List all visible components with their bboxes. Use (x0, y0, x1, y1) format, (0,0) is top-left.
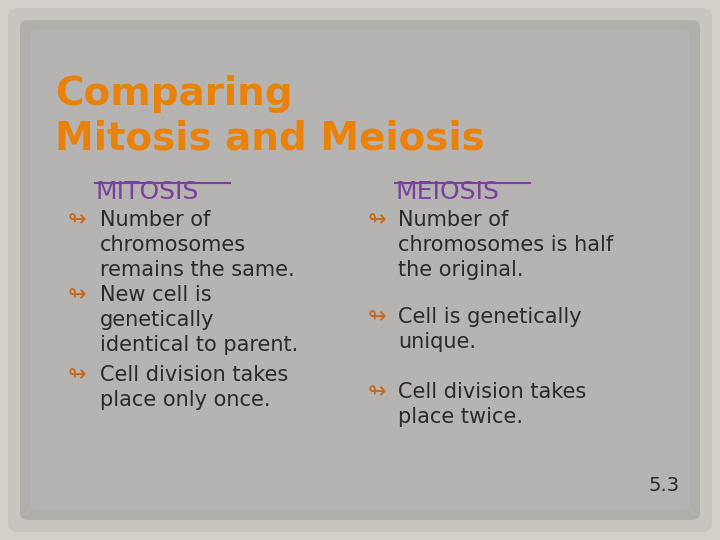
Text: 5.3: 5.3 (649, 476, 680, 495)
Text: Cell division takes
place only once.: Cell division takes place only once. (100, 365, 288, 410)
FancyBboxPatch shape (30, 30, 690, 510)
Text: Cell division takes
place twice.: Cell division takes place twice. (398, 382, 586, 427)
Text: MITOSIS: MITOSIS (95, 180, 199, 204)
Text: ↬: ↬ (68, 365, 86, 385)
Text: ↬: ↬ (368, 382, 387, 402)
Text: ↬: ↬ (368, 307, 387, 327)
Text: Cell is genetically
unique.: Cell is genetically unique. (398, 307, 582, 352)
Text: Number of
chromosomes is half
the original.: Number of chromosomes is half the origin… (398, 210, 613, 280)
Text: ↬: ↬ (68, 210, 86, 230)
Text: ↬: ↬ (368, 210, 387, 230)
Text: Comparing
Mitosis and Meiosis: Comparing Mitosis and Meiosis (55, 75, 485, 157)
FancyBboxPatch shape (8, 8, 712, 532)
Text: Number of
chromosomes
remains the same.: Number of chromosomes remains the same. (100, 210, 294, 280)
FancyBboxPatch shape (20, 20, 700, 520)
Text: New cell is
genetically
identical to parent.: New cell is genetically identical to par… (100, 285, 298, 355)
Text: MEIOSIS: MEIOSIS (395, 180, 499, 204)
Text: ↬: ↬ (68, 285, 86, 305)
